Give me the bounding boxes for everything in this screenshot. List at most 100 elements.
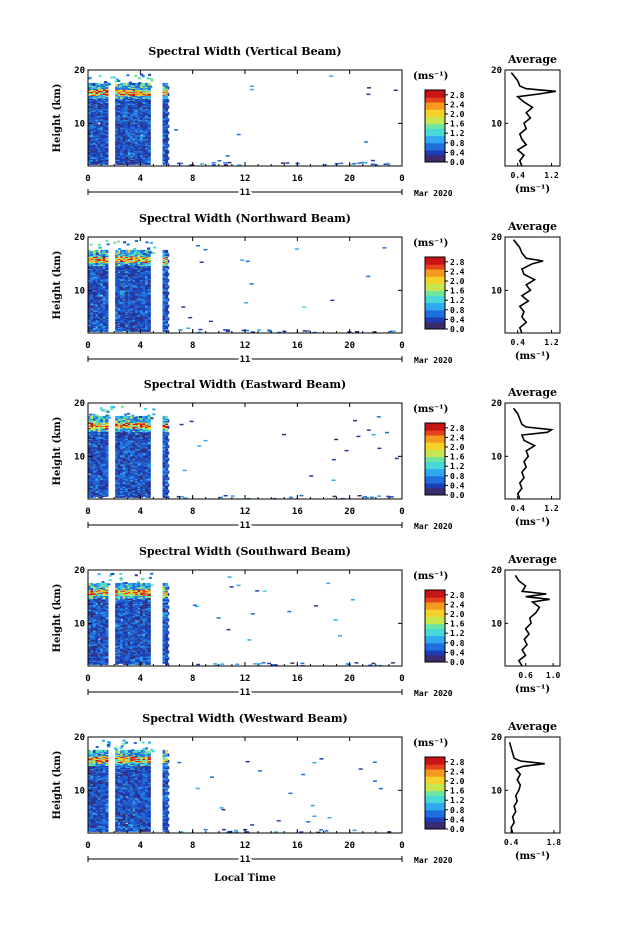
colorbar-swatch bbox=[425, 283, 445, 287]
panel-0: Spectral Width (Vertical Beam)0 4 8 12 16 20 0… bbox=[52, 45, 561, 200]
heatmap-cell bbox=[135, 261, 139, 264]
heatmap-cell bbox=[100, 283, 104, 287]
heatmap-cell bbox=[127, 152, 131, 156]
heatmap-cell bbox=[102, 297, 106, 301]
heatmap-cell bbox=[366, 93, 371, 96]
heatmap-cell bbox=[181, 306, 186, 308]
heatmap-cell bbox=[167, 272, 170, 276]
heatmap-cell bbox=[97, 492, 101, 496]
heatmap-cell bbox=[115, 438, 119, 442]
heatmap-cell bbox=[142, 113, 146, 117]
heatmap-cell bbox=[97, 457, 101, 461]
heatmap-cell bbox=[132, 125, 136, 129]
heatmap-cell bbox=[102, 251, 106, 254]
heatmap-cell bbox=[120, 454, 124, 458]
heatmap-cell bbox=[115, 92, 119, 95]
heatmap-cell bbox=[145, 278, 149, 282]
average-y-tick-label: 10 bbox=[491, 119, 502, 129]
heatmap-cell bbox=[115, 315, 119, 319]
heatmap-cells bbox=[88, 405, 399, 500]
heatmap-cell bbox=[240, 259, 245, 261]
colorbar-swatch bbox=[425, 154, 445, 158]
heatmap-cell bbox=[165, 90, 169, 93]
heatmap-cell bbox=[268, 330, 273, 332]
heatmap-cell bbox=[145, 90, 149, 93]
x-tick-label: 12 bbox=[240, 341, 251, 351]
heatmap-cell bbox=[93, 139, 96, 143]
colorbar-frame bbox=[424, 256, 446, 330]
heatmap-cell bbox=[90, 100, 94, 104]
heatmap-cell bbox=[115, 459, 119, 463]
heatmap-cell bbox=[137, 282, 141, 286]
colorbar-swatch bbox=[425, 307, 445, 311]
heatmap-cell bbox=[162, 103, 166, 107]
heatmap-cell bbox=[167, 291, 170, 295]
heatmap-cell bbox=[147, 253, 151, 257]
heatmap-cell bbox=[140, 82, 144, 86]
heatmap-cell bbox=[167, 92, 170, 96]
heatmap-cell bbox=[140, 249, 144, 253]
heatmap-cell bbox=[165, 249, 169, 253]
heatmap-cell bbox=[135, 145, 139, 149]
heatmap-cell bbox=[97, 82, 101, 86]
heatmap-cell bbox=[102, 305, 106, 309]
heatmap-cell bbox=[105, 486, 109, 490]
heatmap-cell bbox=[197, 331, 202, 334]
heatmap-cell bbox=[90, 266, 94, 270]
heatmap-cell bbox=[167, 259, 170, 263]
heatmap-cell bbox=[97, 105, 101, 109]
heatmap-cell bbox=[93, 249, 96, 253]
heatmap-cells bbox=[88, 239, 396, 334]
average-x-tick-label: 1.2 bbox=[544, 171, 559, 180]
colorbar-swatch bbox=[425, 157, 445, 161]
heatmap-cell bbox=[130, 115, 134, 119]
panel-2: Spectral Width (Eastward Beam)0 4 8 12 16 20 0… bbox=[52, 378, 561, 533]
heatmap-cell bbox=[89, 243, 93, 246]
heatmap-cell bbox=[122, 415, 126, 419]
colorbar-swatch bbox=[425, 102, 445, 105]
heatmap-cell bbox=[100, 131, 104, 135]
heatmap-cell bbox=[93, 271, 96, 275]
heatmap-cell bbox=[370, 159, 375, 162]
heatmap-cell bbox=[97, 323, 101, 327]
heatmap-cell bbox=[382, 247, 387, 249]
colorbar-swatch bbox=[425, 121, 445, 125]
average-x-tick-label: 1.2 bbox=[544, 338, 559, 347]
heatmap-cell bbox=[125, 121, 129, 125]
heatmap-cell bbox=[106, 243, 110, 246]
colorbar-unit: (ms⁻¹) bbox=[413, 71, 448, 82]
colorbar-swatch bbox=[425, 109, 445, 113]
heatmap-cell bbox=[88, 105, 91, 109]
heatmap-cell bbox=[177, 162, 182, 165]
heatmap-cell bbox=[142, 253, 146, 255]
colorbar-swatch bbox=[425, 259, 445, 263]
heatmap-cell bbox=[142, 82, 146, 86]
heatmap-cell bbox=[127, 82, 131, 86]
heatmap-cell bbox=[162, 249, 166, 253]
heatmap-cell bbox=[134, 250, 138, 253]
heatmap-cell bbox=[121, 251, 125, 254]
heatmap-cell bbox=[132, 480, 136, 484]
heatmap-cell bbox=[153, 246, 157, 249]
heatmap-cell bbox=[140, 73, 144, 76]
heatmap-cell bbox=[132, 273, 136, 277]
y-tick-label: 20 bbox=[74, 66, 85, 76]
heatmap-cell bbox=[142, 297, 146, 301]
heatmap-cell bbox=[186, 327, 191, 329]
heatmap-cell bbox=[125, 102, 129, 106]
colorbar-swatch bbox=[425, 123, 445, 127]
colorbar-tick-label: 0.0 bbox=[450, 158, 465, 167]
heatmap-cell bbox=[118, 85, 122, 87]
heatmap-cell bbox=[137, 77, 141, 80]
colorbar-swatch bbox=[425, 99, 445, 103]
heatmap-cell bbox=[127, 289, 131, 293]
heatmap-cell bbox=[105, 483, 109, 487]
heatmap-cell bbox=[147, 111, 151, 115]
colorbar-swatch bbox=[425, 293, 445, 296]
heatmap-cell bbox=[105, 108, 109, 112]
heatmap-cell bbox=[126, 243, 130, 246]
heatmap-cell bbox=[140, 261, 144, 264]
heatmap-cell bbox=[130, 292, 134, 296]
heatmap-cell bbox=[393, 89, 398, 91]
colorbar-swatch bbox=[425, 276, 445, 280]
